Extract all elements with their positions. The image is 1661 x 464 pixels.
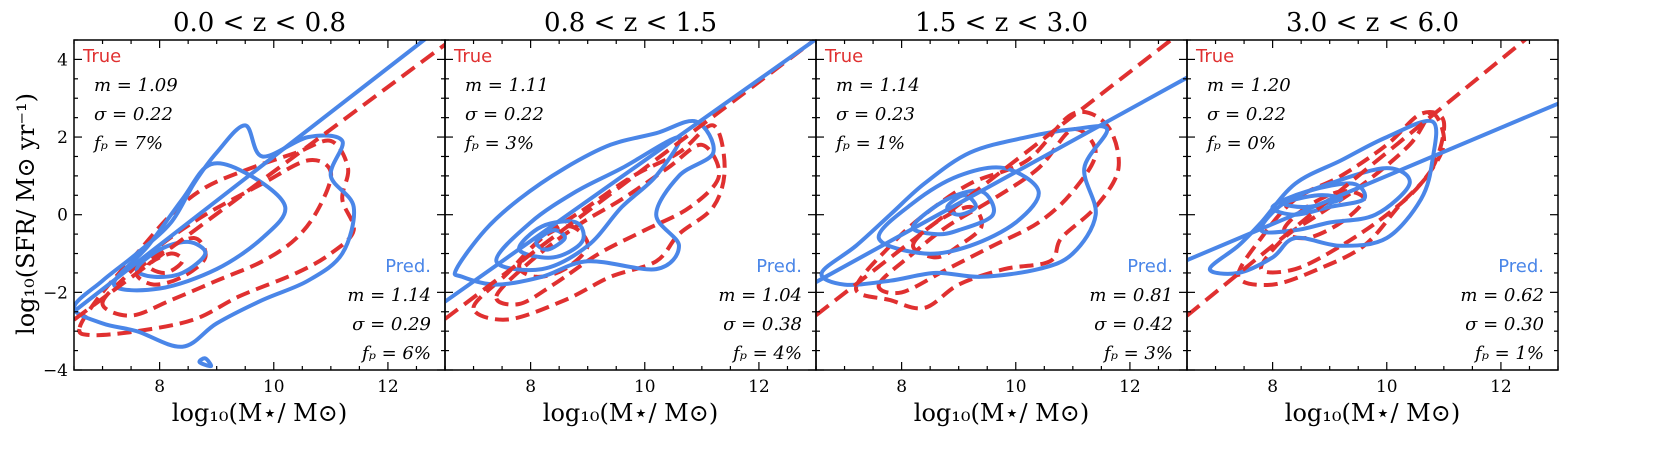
true-fit-line	[1187, 40, 1528, 318]
true-fit-line	[816, 40, 1175, 317]
x-axis-label: log₁₀(M⋆/ M⊙)	[914, 399, 1089, 427]
pred-fit-line	[1187, 101, 1558, 262]
x-axis-label: log₁₀(M⋆/ M⊙)	[172, 399, 347, 427]
pred-stat: m = 0.62	[1460, 285, 1544, 306]
panel-title: 0.8 < z < 1.5	[544, 8, 717, 38]
true-fit-line	[445, 40, 816, 321]
x-tick-label: 12	[748, 377, 770, 397]
true-legend-label: True	[824, 46, 863, 67]
plot-area	[816, 40, 1187, 317]
true-legend-label: True	[82, 46, 121, 67]
panel-4: 3.0 < z < 6.0 8 10 12 log₁₀(M⋆/ M⊙) True m = 1…	[1186, 8, 1559, 427]
true-contour	[146, 251, 185, 275]
panel-title: 1.5 < z < 3.0	[915, 8, 1088, 38]
true-stat: σ = 0.23	[836, 104, 915, 125]
panel-2: 0.8 < z < 1.5 8 10 12 log₁₀(M⋆/ M⊙) True m = 1…	[444, 8, 817, 427]
pred-contour	[945, 193, 978, 217]
true-contour	[77, 138, 356, 338]
y-tick-label: 2	[57, 128, 68, 148]
pred-legend-label: Pred.	[1127, 256, 1173, 277]
true-stat: σ = 0.22	[465, 104, 544, 125]
x-tick-label: 8	[1267, 377, 1278, 397]
x-tick-label: 8	[525, 377, 536, 397]
x-tick-label: 12	[377, 377, 399, 397]
x-tick-label: 8	[896, 377, 907, 397]
pred-contour	[1207, 118, 1439, 276]
pred-stat: σ = 0.42	[1094, 314, 1173, 335]
pred-contour	[819, 124, 1110, 287]
true-stat: m = 1.09	[94, 75, 178, 96]
x-tick-label: 12	[1119, 377, 1141, 397]
y-axis-label: log₁₀(SFR/ M⊙ yr⁻¹)	[12, 93, 40, 335]
true-fit-line	[74, 43, 445, 322]
pred-contour	[1281, 193, 1344, 210]
pred-contour	[517, 219, 586, 260]
pred-fit-line	[74, 40, 428, 313]
pred-contour	[197, 356, 214, 369]
true-legend-label: True	[1195, 46, 1234, 67]
pred-legend-label: Pred.	[1498, 256, 1544, 277]
plot-area	[445, 40, 816, 322]
pred-stat: fₚ = 3%	[1102, 343, 1173, 364]
pred-stat: fₚ = 4%	[731, 343, 802, 364]
panel-1: 0.0 < z < 0.8 8 10 12 −4 −2 0 2 4 log₁₀(M⋆/ M⊙) Tr…	[43, 8, 446, 427]
axes-frame	[1186, 39, 1559, 371]
true-stat: σ = 0.22	[1207, 104, 1286, 125]
x-tick-label: 10	[634, 377, 656, 397]
x-tick-label: 10	[263, 377, 285, 397]
pred-stat: m = 1.14	[347, 285, 431, 306]
x-tick-label: 8	[154, 377, 165, 397]
pred-contour	[910, 188, 996, 237]
pred-stat: σ = 0.30	[1465, 314, 1544, 335]
pred-fit-line	[445, 40, 816, 304]
x-tick-label: 10	[1005, 377, 1027, 397]
true-stat: fₚ = 1%	[834, 133, 905, 154]
plot-area	[1187, 40, 1558, 318]
pred-stat: m = 1.04	[718, 285, 802, 306]
panel-title: 3.0 < z < 6.0	[1286, 8, 1459, 38]
y-tick-label: −4	[43, 361, 68, 381]
pred-contour	[134, 239, 208, 280]
true-stat: fₚ = 7%	[92, 133, 163, 154]
true-stat: σ = 0.22	[94, 104, 173, 125]
y-tick-label: 4	[57, 50, 68, 70]
x-tick-label: 12	[1490, 377, 1512, 397]
pred-legend-label: Pred.	[385, 256, 431, 277]
pred-contour	[452, 118, 716, 287]
pred-stat: σ = 0.29	[352, 314, 431, 335]
pred-stat: fₚ = 6%	[360, 343, 431, 364]
pred-stat: m = 0.81	[1089, 285, 1173, 306]
pred-fit-line	[816, 75, 1187, 284]
true-contour	[876, 127, 1098, 296]
plot-area	[74, 40, 445, 369]
true-stat: m = 1.14	[836, 75, 920, 96]
true-stat: fₚ = 3%	[463, 133, 534, 154]
pred-stat: σ = 0.38	[723, 314, 802, 335]
pred-contour	[112, 161, 288, 293]
true-stat: m = 1.11	[465, 75, 549, 96]
pred-stat: fₚ = 1%	[1473, 343, 1544, 364]
pred-contour	[74, 123, 357, 349]
y-tick-label: 0	[57, 206, 68, 226]
x-tick-label: 10	[1376, 377, 1398, 397]
pred-contour	[876, 165, 1041, 256]
true-stat: fₚ = 0%	[1205, 133, 1276, 154]
pred-contour	[494, 135, 683, 273]
true-legend-label: True	[453, 46, 492, 67]
true-contour	[1259, 111, 1447, 275]
pred-contour	[534, 228, 567, 252]
panel-title: 0.0 < z < 0.8	[173, 8, 346, 38]
true-stat: m = 1.20	[1207, 75, 1291, 96]
x-axis-label: log₁₀(M⋆/ M⊙)	[543, 399, 718, 427]
y-tick-label: −2	[43, 283, 68, 303]
x-axis-label: log₁₀(M⋆/ M⊙)	[1285, 399, 1460, 427]
panel-3: 1.5 < z < 3.0 8 10 12 log₁₀(M⋆/ M⊙) True m = 1…	[815, 8, 1188, 427]
pred-legend-label: Pred.	[756, 256, 802, 277]
